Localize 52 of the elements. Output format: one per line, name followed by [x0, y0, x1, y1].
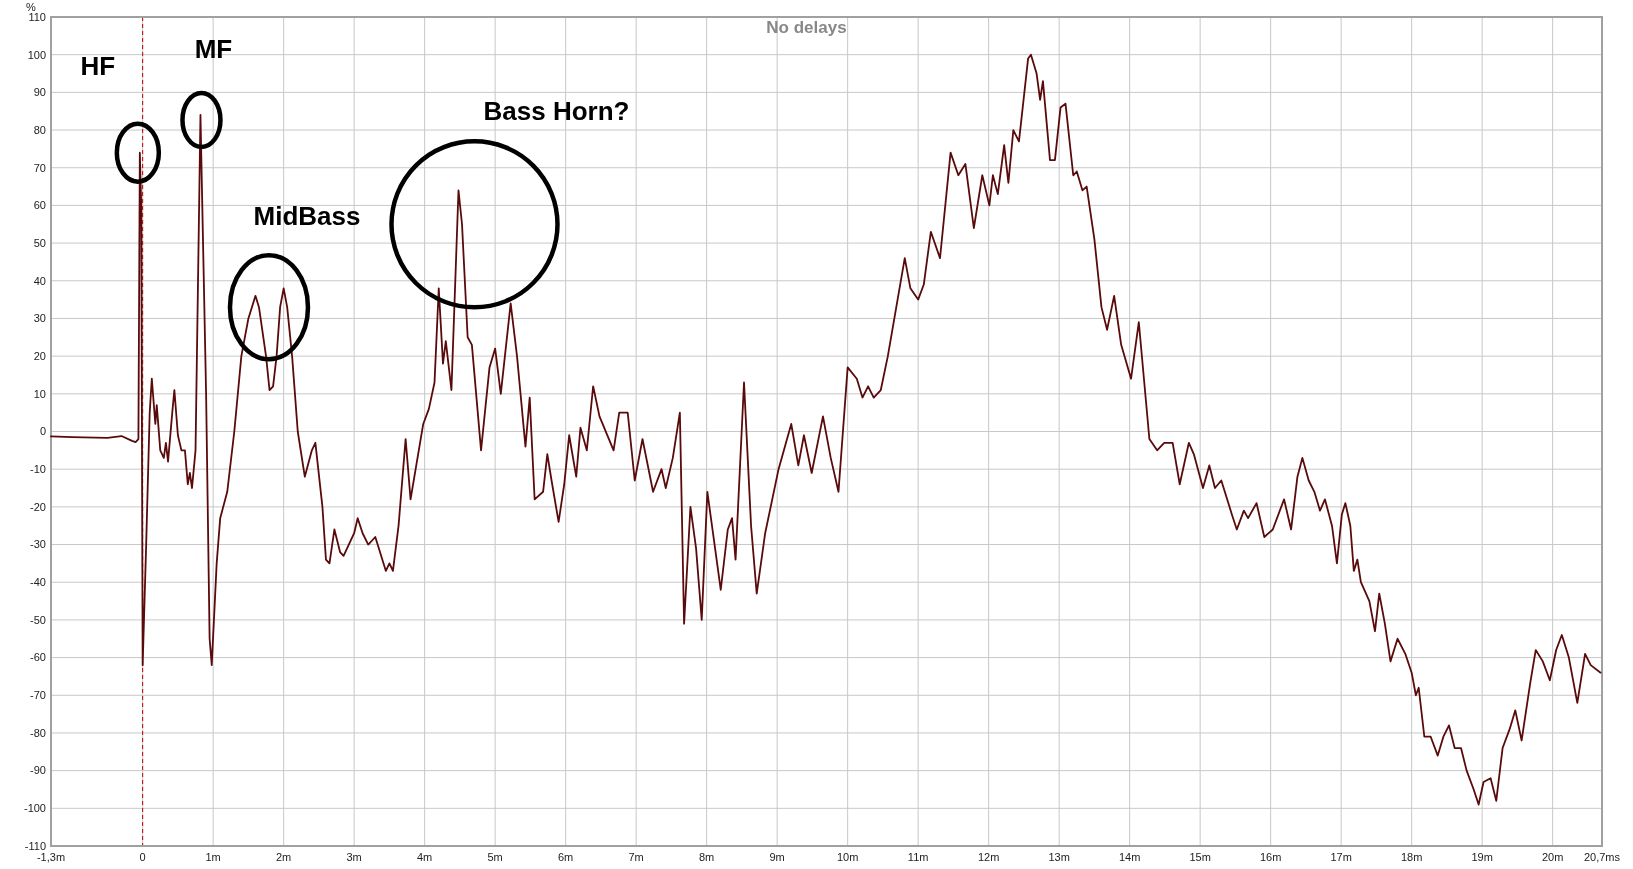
x-tick-label: 13m — [1048, 851, 1070, 863]
x-tick-label: 6m — [558, 851, 574, 863]
annotation: Bass Horn? — [483, 96, 630, 127]
y-tick-label: -70 — [30, 689, 46, 702]
y-tick-label: -100 — [23, 802, 46, 815]
x-tick-label: 7m — [628, 851, 644, 863]
y-tick-label: 90 — [33, 86, 46, 99]
y-tick-label: -80 — [30, 726, 46, 739]
y-tick-label: 80 — [33, 123, 46, 136]
y-tick-label: 40 — [33, 274, 46, 287]
y-tick-label: 70 — [33, 161, 46, 174]
x-tick-label: 0 — [139, 851, 146, 863]
annotation: MidBass — [253, 201, 361, 232]
x-tick-label: 18m — [1400, 851, 1423, 863]
chart-title: No delays — [766, 18, 847, 37]
y-tick-label: 30 — [33, 312, 46, 325]
x-tick-label: 9m — [769, 851, 785, 863]
y-tick-label: 110 — [28, 10, 46, 23]
x-tick-label: 3m — [346, 851, 362, 863]
y-tick-label: -60 — [30, 651, 46, 664]
x-tick-label: 20,7ms — [1583, 851, 1621, 863]
y-tick-label: -20 — [30, 500, 46, 513]
annotation: MF — [194, 33, 233, 64]
y-tick-label: -50 — [30, 613, 46, 626]
y-tick-label: -30 — [30, 538, 46, 551]
x-tick-label: 1m — [205, 851, 221, 863]
y-tick-label: -110 — [24, 839, 46, 852]
x-tick-label: 20m — [1541, 851, 1564, 863]
y-tick-label: 100 — [27, 48, 46, 61]
x-tick-label: 8m — [699, 851, 715, 863]
x-tick-label: -1,3m — [36, 851, 66, 863]
x-tick-label: 2m — [276, 851, 292, 863]
x-tick-label: 5m — [487, 851, 503, 863]
y-axis-title: % — [26, 1, 37, 13]
x-tick-label: 14m — [1118, 851, 1141, 863]
y-tick-label: -40 — [30, 576, 46, 589]
x-tick-label: 16m — [1259, 851, 1282, 863]
y-tick-label: -10 — [30, 463, 46, 476]
x-tick-label: 15m — [1189, 851, 1211, 863]
annotation: HF — [80, 50, 116, 81]
x-tick-label: 19m — [1471, 851, 1493, 863]
x-tick-label: 17m — [1330, 851, 1352, 863]
y-tick-label: 0 — [39, 425, 46, 438]
y-tick-label: -90 — [30, 764, 46, 777]
x-tick-label: 10m — [836, 851, 859, 863]
x-tick-label: 11m — [907, 851, 929, 863]
x-tick-label: 4m — [417, 851, 433, 863]
y-tick-label: 20 — [33, 349, 46, 362]
x-tick-label: 12m — [977, 851, 1000, 863]
y-tick-label: 60 — [33, 199, 46, 212]
y-tick-label: 10 — [33, 387, 46, 400]
y-tick-label: 50 — [33, 236, 46, 249]
